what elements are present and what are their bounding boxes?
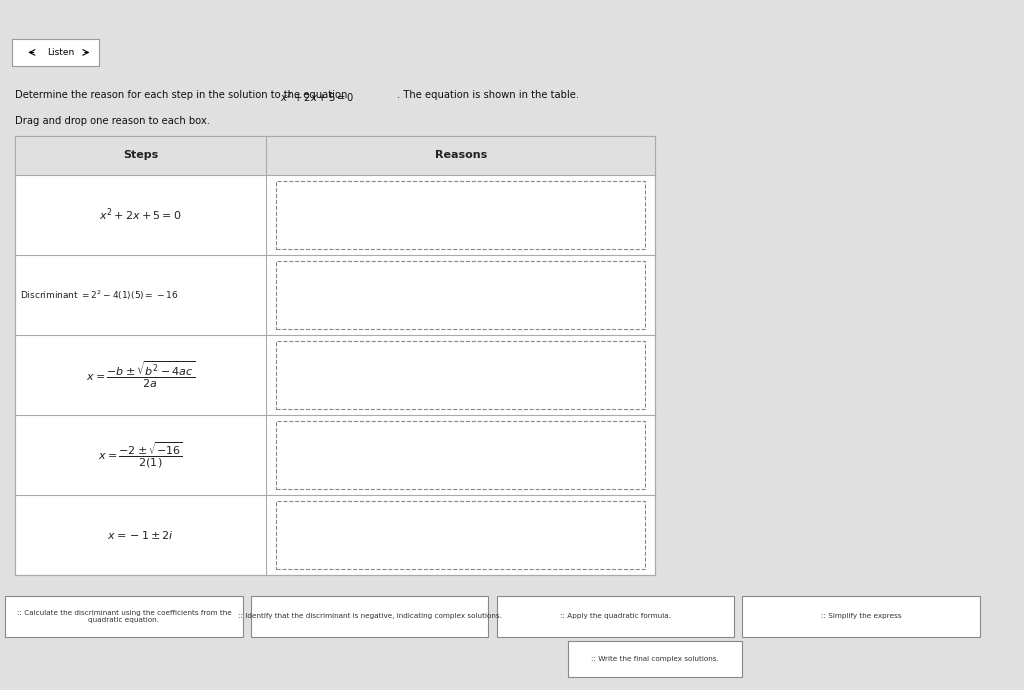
Text: Listen: Listen bbox=[47, 48, 75, 57]
Bar bbox=[15, 137, 655, 575]
Text: Determine the reason for each step in the solution to the equation: Determine the reason for each step in th… bbox=[15, 90, 351, 100]
Bar bbox=[15, 137, 655, 175]
Text: :: Calculate the discriminant using the coefficients from the quadratic equation: :: Calculate the discriminant using the … bbox=[16, 610, 231, 622]
Bar bbox=[568, 641, 742, 677]
Bar bbox=[251, 596, 488, 636]
Text: $x = \dfrac{-2 \pm \sqrt{-16}}{2(1)}$: $x = \dfrac{-2 \pm \sqrt{-16}}{2(1)}$ bbox=[98, 441, 183, 470]
Text: $x = \dfrac{-b \pm \sqrt{b^2 - 4ac}}{2a}$: $x = \dfrac{-b \pm \sqrt{b^2 - 4ac}}{2a}… bbox=[86, 360, 196, 390]
Text: Drag and drop one reason to each box.: Drag and drop one reason to each box. bbox=[15, 116, 210, 126]
Bar bbox=[276, 502, 645, 569]
Bar bbox=[497, 596, 734, 636]
Text: Discriminant $= 2^2 - 4(1)(5) = -16$: Discriminant $= 2^2 - 4(1)(5) = -16$ bbox=[20, 288, 178, 302]
Bar bbox=[276, 341, 645, 409]
Text: :: Apply the quadratic formula.: :: Apply the quadratic formula. bbox=[560, 613, 671, 619]
Bar bbox=[742, 596, 980, 636]
Text: :: Simplify the express: :: Simplify the express bbox=[821, 613, 901, 619]
Bar bbox=[276, 261, 645, 328]
Text: $x^2 + 2x + 5 = 0$: $x^2 + 2x + 5 = 0$ bbox=[99, 206, 182, 223]
Bar bbox=[276, 421, 645, 489]
Text: . The equation is shown in the table.: . The equation is shown in the table. bbox=[397, 90, 580, 100]
Text: $x = -1 \pm 2i$: $x = -1 \pm 2i$ bbox=[108, 529, 174, 542]
Text: Steps: Steps bbox=[123, 150, 159, 160]
Bar bbox=[5, 596, 243, 636]
Text: :: Identify that the discriminant is negative, indicating complex solutions.: :: Identify that the discriminant is neg… bbox=[238, 613, 502, 619]
Text: $x^2 + 2x + 5 = 0$: $x^2 + 2x + 5 = 0$ bbox=[280, 90, 354, 104]
Text: :: Write the final complex solutions.: :: Write the final complex solutions. bbox=[592, 656, 719, 662]
Bar bbox=[276, 181, 645, 248]
Text: Reasons: Reasons bbox=[434, 150, 487, 160]
